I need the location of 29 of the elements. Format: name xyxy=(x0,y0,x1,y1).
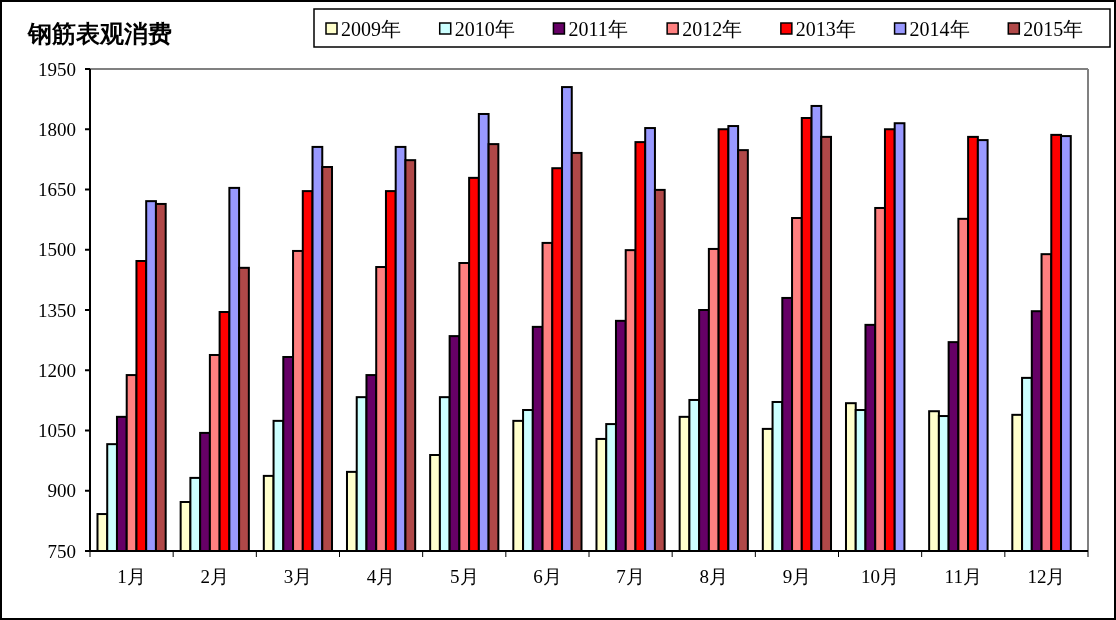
legend-label: 2015年 xyxy=(1023,18,1084,40)
x-tick-label: 11月 xyxy=(944,566,982,587)
y-tick-label: 1800 xyxy=(38,118,76,140)
x-tick-label: 6月 xyxy=(533,566,562,587)
x-tick-label: 9月 xyxy=(782,566,812,587)
legend-label: 2009年 xyxy=(341,18,401,40)
x-tick-label: 10月 xyxy=(861,566,900,587)
y-tick-label: 1500 xyxy=(38,239,76,261)
y-tick-label: 1350 xyxy=(38,299,76,321)
y-tick-label: 1650 xyxy=(38,179,76,200)
legend-label: 2013年 xyxy=(795,18,856,40)
y-tick-label: 900 xyxy=(47,480,76,502)
legend-label: 2011年 xyxy=(568,18,628,40)
legend-label: 2014年 xyxy=(909,18,970,40)
x-tick-label: 8月 xyxy=(699,566,728,587)
y-tick-label: 1050 xyxy=(38,420,76,441)
y-tick-label: 1200 xyxy=(38,359,76,381)
legend-label: 2010年 xyxy=(454,18,515,40)
x-tick-label: 2月 xyxy=(200,566,229,587)
x-tick-label: 7月 xyxy=(616,566,645,587)
chart-title: 钢筋表观消费 xyxy=(27,21,172,47)
x-tick-label: 5月 xyxy=(450,566,479,587)
y-tick-label: 1950 xyxy=(38,58,76,80)
x-tick-label: 4月 xyxy=(366,566,396,587)
y-tick-label: 750 xyxy=(47,540,76,562)
x-tick-label: 3月 xyxy=(283,566,313,587)
x-tick-label: 1月 xyxy=(117,566,146,587)
x-tick-label: 12月 xyxy=(1027,566,1066,587)
legend-label: 2012年 xyxy=(682,18,743,40)
